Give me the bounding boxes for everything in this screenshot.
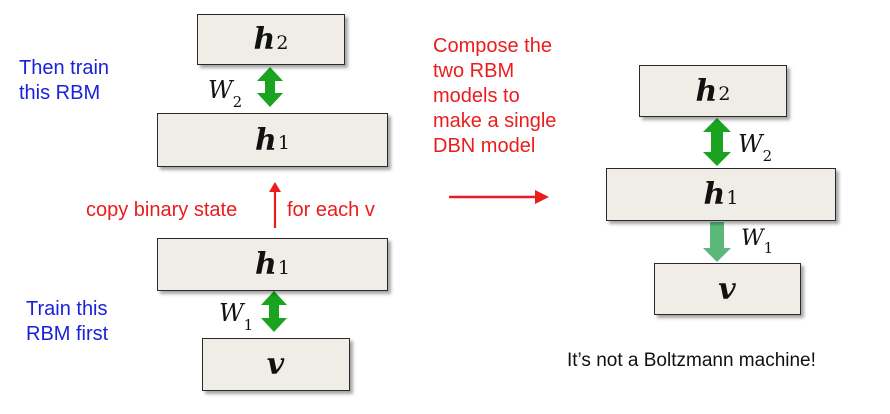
for-each-v-label: for each v [287, 199, 375, 221]
dbn-w2-label: W2 [738, 130, 773, 165]
dbn-v-unit: v [654, 263, 801, 315]
w2-symbol: W [208, 76, 233, 104]
v-unit: v [202, 338, 350, 391]
dbn-w2-undirected-arrow [703, 118, 731, 166]
not-boltzmann-note: It’s not a Boltzmann machine! [567, 350, 816, 371]
copy-up-arrow [269, 182, 281, 228]
h1-subscript: 1 [277, 256, 290, 279]
w1-symbol: W [219, 299, 244, 327]
w1-symbol: W [741, 226, 764, 251]
compose-right-arrow [449, 190, 549, 204]
w1-subscript: 1 [243, 315, 254, 334]
w1-subscript: 1 [763, 239, 774, 258]
train-first-note: Train this RBM first [26, 298, 109, 345]
h2-symbol: h [253, 22, 276, 57]
h1-symbol: h [255, 122, 277, 158]
h1-symbol: h [703, 177, 726, 212]
v-symbol: v [718, 271, 736, 307]
w2-label: W2 [208, 76, 243, 111]
h1-symbol: h [255, 247, 277, 282]
w2-subscript: 2 [762, 146, 773, 165]
h2-symbol: h [695, 73, 718, 109]
w2-subscript: 2 [232, 92, 243, 111]
h1-subscript: 1 [277, 132, 290, 154]
w1-label: W1 [219, 299, 254, 334]
then-train-note: Then train this RBM [19, 57, 110, 104]
dbn-w1-label: W1 [741, 226, 774, 258]
w2-symbol: W [738, 130, 763, 158]
h2-subscript: 2 [276, 31, 289, 54]
copy-binary-state-label: copy binary state [86, 199, 238, 221]
compose-note: Compose the two RBM models to make a sin… [433, 35, 557, 157]
v-symbol: v [266, 347, 285, 382]
h1-subscript: 1 [726, 186, 739, 209]
h2-subscript: 2 [718, 83, 731, 105]
w2-undirected-arrow [257, 67, 283, 107]
w1-undirected-arrow [261, 291, 287, 332]
dbn-w1-directed-arrow [703, 222, 731, 262]
